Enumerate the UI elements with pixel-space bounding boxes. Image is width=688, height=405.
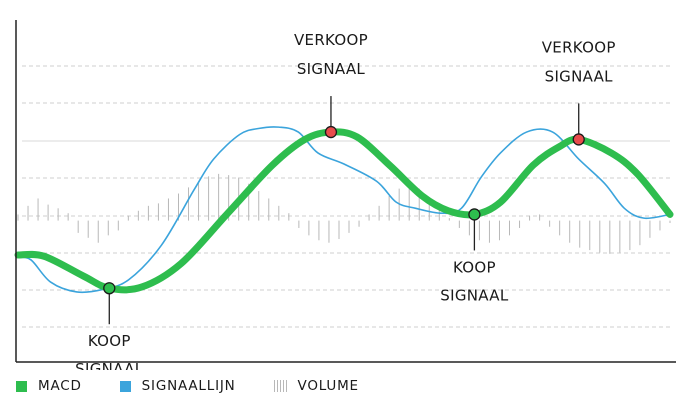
macd-chart: KOOPSIGNAALVERKOOPSIGNAALKOOPSIGNAALVERK… <box>14 20 676 370</box>
legend-item-signal: SIGNAALLIJN <box>119 378 236 394</box>
signal-swatch <box>119 380 131 392</box>
signal-label-line2: SIGNAAL <box>75 360 144 370</box>
sell-marker <box>572 133 585 146</box>
macd-swatch <box>16 380 27 392</box>
volume-bars <box>17 173 671 254</box>
legend: MACD SIGNAALLIJN VOLUME <box>16 376 397 396</box>
signal-line <box>17 126 671 294</box>
signal-label-line2: SIGNAAL <box>545 67 614 85</box>
legend-item-volume: VOLUME <box>273 378 359 394</box>
buy-signal-0: KOOP SIGNAAL <box>75 282 144 370</box>
macd-line <box>14 128 674 294</box>
signal-label-line1: KOOP <box>453 258 496 276</box>
signal-label-line2: SIGNAAL <box>297 60 366 78</box>
legend-item-macd: MACD <box>16 378 82 394</box>
annotations: KOOPSIGNAALVERKOOPSIGNAALKOOPSIGNAALVERK… <box>75 31 616 370</box>
series-lines <box>14 126 674 294</box>
buy-signal-2: KOOP SIGNAAL <box>440 208 509 304</box>
signal-label-line1: VERKOOP <box>294 31 368 49</box>
legend-label-macd: MACD <box>38 378 82 394</box>
axes <box>15 20 676 363</box>
volume-swatch <box>273 380 287 392</box>
signal-label-line2: SIGNAAL <box>440 286 509 304</box>
signal-label-line1: KOOP <box>88 332 131 350</box>
sell-signal-1: VERKOOP SIGNAAL <box>294 31 368 139</box>
buy-marker <box>468 208 481 221</box>
legend-label-volume: VOLUME <box>297 378 359 394</box>
sell-signal-3: VERKOOP SIGNAAL <box>542 38 616 146</box>
signal-label-line1: VERKOOP <box>542 38 616 56</box>
buy-marker <box>103 282 116 295</box>
legend-label-signal: SIGNAALLIJN <box>141 378 236 394</box>
sell-marker <box>324 125 338 139</box>
